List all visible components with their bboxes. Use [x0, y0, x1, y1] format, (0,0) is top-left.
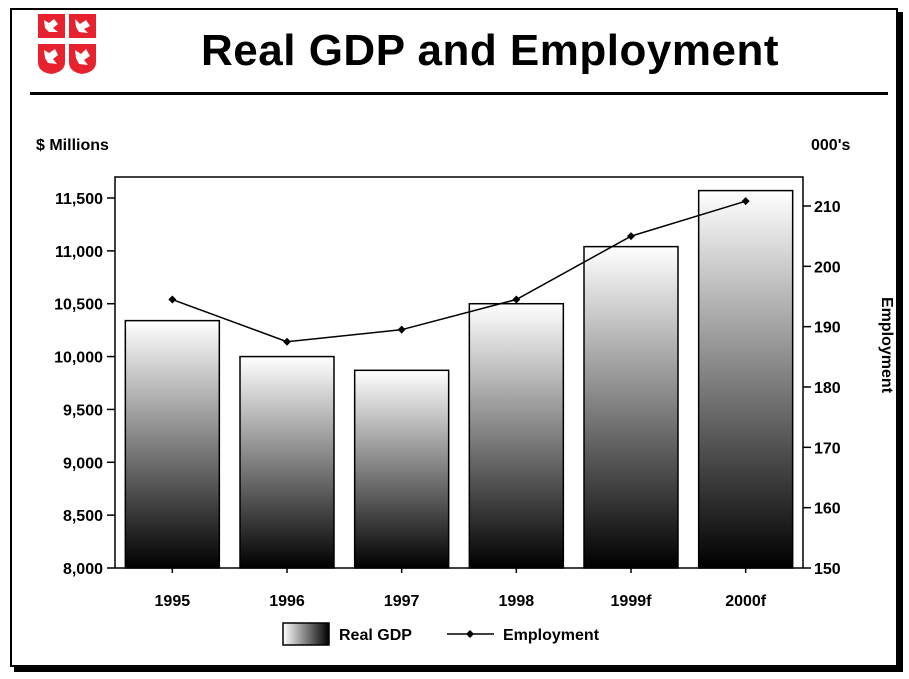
page-title: Real GDP and Employment [201, 26, 779, 75]
bar-1996 [239, 355, 335, 569]
left-tick-label-10000: 10,000 [54, 350, 103, 367]
frame-shadow-bottom [14, 667, 902, 672]
bar-1995 [124, 319, 221, 569]
bar-1999f [583, 245, 679, 569]
x-tick-label-1999f: 1999f [611, 593, 653, 610]
left-tick-label-9000: 9,000 [63, 455, 103, 472]
x-tick-label-1997: 1997 [384, 593, 420, 610]
bar-1997 [353, 369, 450, 569]
coat-of-arms-icon [38, 14, 96, 74]
legend-label-employment: Employment [503, 627, 600, 644]
right-tick-label-150: 150 [814, 561, 841, 578]
right-tick-label-160: 160 [814, 501, 841, 518]
right-tick-label-200: 200 [814, 259, 841, 276]
right-axis-label: 000's [811, 137, 851, 154]
bar-2000f [697, 189, 794, 569]
x-tick-label-1998: 1998 [499, 593, 535, 610]
legend-label-real-gdp: Real GDP [339, 627, 412, 644]
left-tick-label-11500: 11,500 [55, 191, 103, 208]
left-axis-label: $ Millions [36, 137, 109, 154]
left-tick-label-9500: 9,500 [63, 402, 103, 419]
frame-shadow-right [898, 12, 903, 672]
left-tick-label-11000: 11,000 [55, 244, 103, 261]
employment-point-1999f [627, 232, 635, 241]
title-divider [30, 92, 888, 95]
right-tick-label-180: 180 [814, 380, 841, 397]
left-tick-label-8000: 8,000 [63, 561, 103, 578]
plot-area-border [114, 176, 804, 569]
employment-point-1998 [512, 295, 521, 304]
right-tick-label-190: 190 [814, 320, 841, 337]
left-tick-label-8500: 8,500 [63, 508, 103, 525]
legend-swatch-real-gdp [282, 622, 330, 646]
employment-point-2000f [741, 197, 750, 206]
employment-point-1997 [397, 325, 406, 334]
bar-1998 [468, 302, 565, 569]
right-tick-label-170: 170 [814, 440, 841, 457]
left-tick-label-10500: 10,500 [54, 297, 103, 314]
x-tick-label-1996: 1996 [269, 593, 305, 610]
employment-point-1996 [283, 337, 291, 346]
legend-marker-employment [466, 630, 474, 638]
right-axis-title: Employment [878, 297, 895, 394]
x-tick-label-1995: 1995 [155, 593, 191, 610]
employment-line [172, 200, 746, 343]
employment-point-1995 [168, 295, 177, 304]
x-tick-label-2000f: 2000f [725, 593, 767, 610]
right-tick-label-210: 210 [814, 199, 841, 216]
